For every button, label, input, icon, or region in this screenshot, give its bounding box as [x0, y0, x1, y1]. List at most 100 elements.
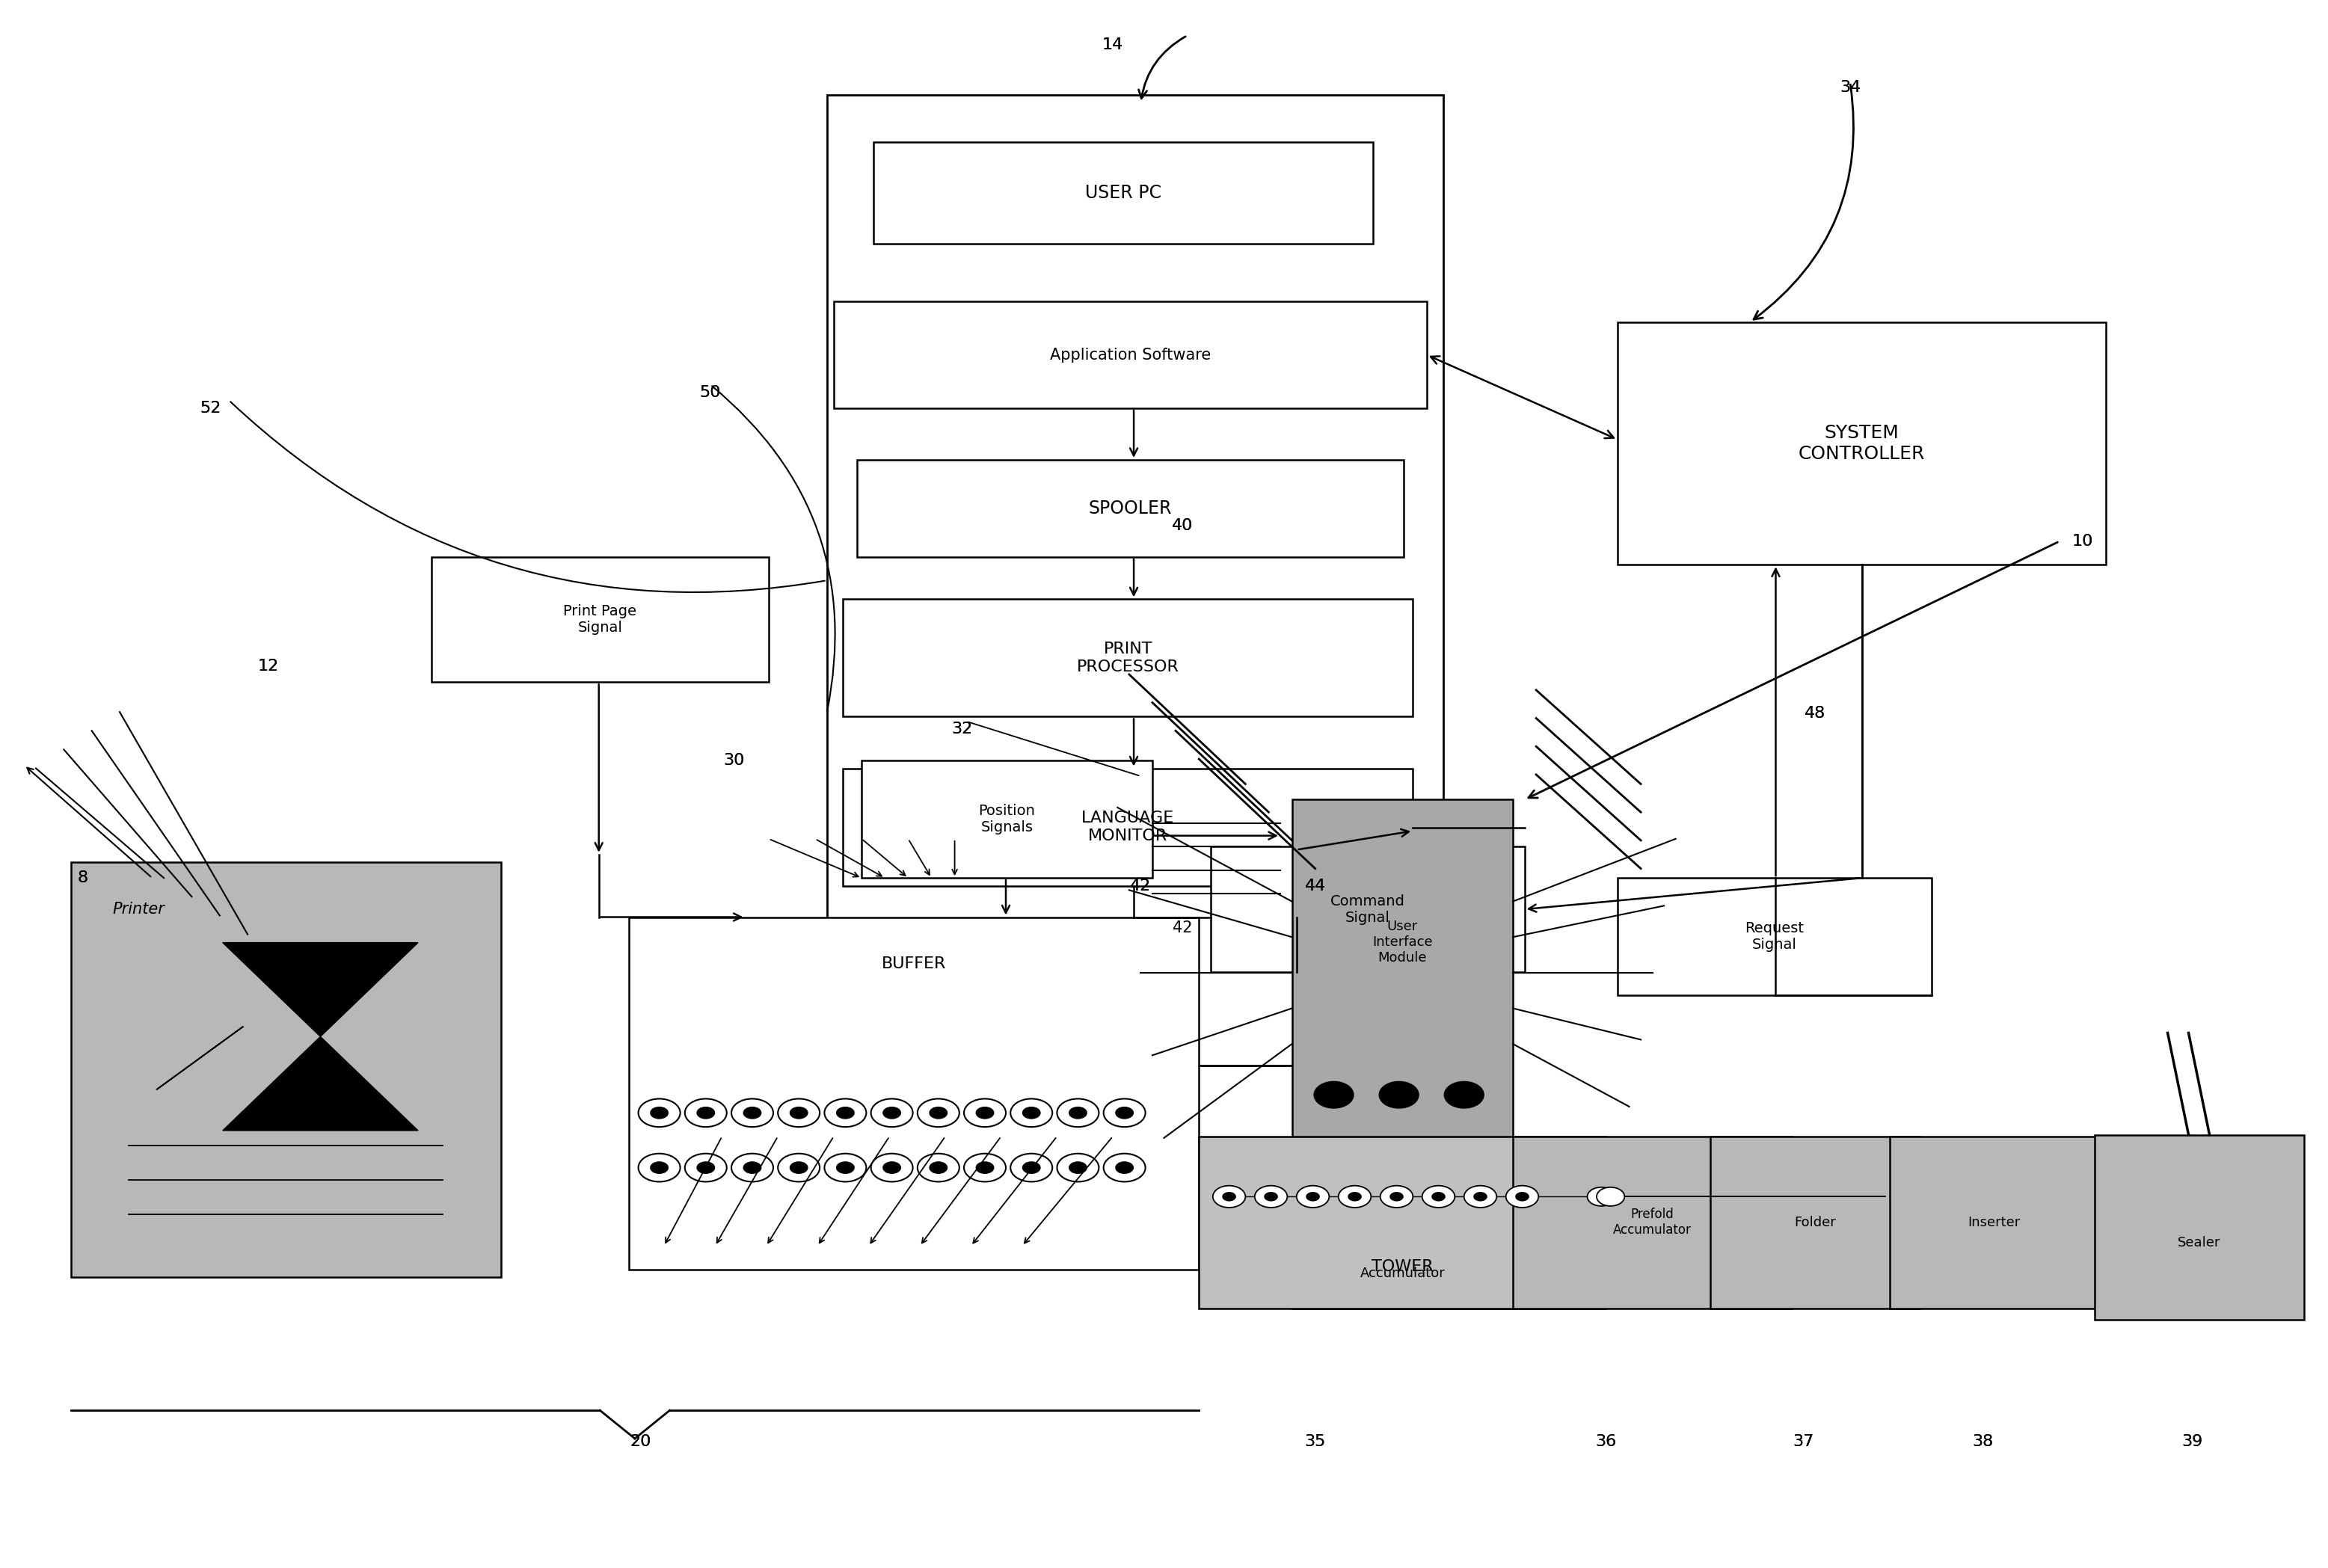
- Text: 12: 12: [258, 659, 279, 674]
- Text: 34: 34: [1839, 80, 1860, 94]
- Circle shape: [975, 1107, 994, 1120]
- Text: TOWER: TOWER: [1371, 1259, 1434, 1275]
- Text: 48: 48: [1804, 706, 1825, 721]
- Text: Inserter: Inserter: [1967, 1215, 2021, 1229]
- Circle shape: [871, 1154, 913, 1182]
- Circle shape: [824, 1099, 866, 1127]
- Text: Print Page
Signal: Print Page Signal: [563, 604, 636, 635]
- Text: Request
Signal: Request Signal: [1746, 922, 1804, 952]
- Circle shape: [1022, 1107, 1041, 1120]
- FancyBboxPatch shape: [1199, 1137, 1606, 1309]
- Circle shape: [1339, 1185, 1371, 1207]
- Circle shape: [1057, 1099, 1099, 1127]
- Text: User
Interface
Module: User Interface Module: [1371, 920, 1432, 964]
- Text: 50: 50: [701, 386, 722, 400]
- FancyBboxPatch shape: [833, 301, 1427, 408]
- FancyBboxPatch shape: [1618, 878, 1932, 996]
- FancyBboxPatch shape: [861, 760, 1152, 878]
- Text: 35: 35: [1304, 1435, 1325, 1449]
- Text: 8: 8: [77, 870, 88, 886]
- Text: 39: 39: [2181, 1435, 2202, 1449]
- Circle shape: [882, 1162, 901, 1174]
- FancyBboxPatch shape: [1292, 800, 1513, 1309]
- Text: 52: 52: [200, 401, 221, 416]
- Circle shape: [1255, 1185, 1287, 1207]
- Circle shape: [1069, 1107, 1087, 1120]
- Circle shape: [1022, 1162, 1041, 1174]
- Text: 10: 10: [2072, 533, 2093, 549]
- Circle shape: [1390, 1192, 1404, 1201]
- Text: 36: 36: [1595, 1435, 1616, 1449]
- Text: 12: 12: [258, 659, 279, 674]
- Text: 44: 44: [1304, 878, 1325, 894]
- Circle shape: [1213, 1185, 1245, 1207]
- Circle shape: [917, 1154, 959, 1182]
- Text: 42: 42: [1129, 878, 1152, 894]
- Text: SYSTEM
CONTROLLER: SYSTEM CONTROLLER: [1800, 423, 1925, 463]
- Circle shape: [1474, 1192, 1488, 1201]
- Text: 42: 42: [1173, 920, 1192, 936]
- Circle shape: [684, 1099, 726, 1127]
- Circle shape: [1378, 1082, 1418, 1109]
- Circle shape: [871, 1099, 913, 1127]
- Text: 30: 30: [724, 753, 745, 768]
- Text: 20: 20: [631, 1435, 652, 1449]
- Text: 38: 38: [1972, 1435, 1993, 1449]
- Text: 14: 14: [1101, 38, 1124, 52]
- Circle shape: [1306, 1192, 1320, 1201]
- FancyBboxPatch shape: [857, 459, 1404, 557]
- FancyBboxPatch shape: [843, 599, 1413, 717]
- Text: Sealer: Sealer: [2177, 1236, 2221, 1250]
- Circle shape: [1057, 1154, 1099, 1182]
- FancyBboxPatch shape: [431, 557, 768, 682]
- Text: 32: 32: [952, 721, 973, 737]
- Circle shape: [882, 1107, 901, 1120]
- Circle shape: [975, 1162, 994, 1174]
- Circle shape: [1381, 1185, 1413, 1207]
- Circle shape: [1348, 1192, 1362, 1201]
- Circle shape: [778, 1099, 819, 1127]
- Circle shape: [1516, 1192, 1529, 1201]
- FancyBboxPatch shape: [70, 862, 501, 1278]
- Circle shape: [964, 1099, 1006, 1127]
- Text: Position
Signals: Position Signals: [978, 804, 1036, 834]
- Circle shape: [638, 1099, 680, 1127]
- Circle shape: [836, 1162, 854, 1174]
- Circle shape: [1297, 1185, 1329, 1207]
- Circle shape: [1010, 1099, 1052, 1127]
- FancyBboxPatch shape: [1211, 847, 1525, 972]
- FancyBboxPatch shape: [1890, 1137, 2100, 1309]
- Circle shape: [1115, 1107, 1134, 1120]
- Circle shape: [1506, 1185, 1539, 1207]
- Text: Application Software: Application Software: [1050, 348, 1211, 362]
- Text: Prefold
Accumulator: Prefold Accumulator: [1613, 1207, 1692, 1237]
- Circle shape: [696, 1107, 715, 1120]
- Circle shape: [1422, 1185, 1455, 1207]
- Text: BUFFER: BUFFER: [882, 956, 945, 971]
- Text: 10: 10: [2072, 533, 2093, 549]
- Text: SPOOLER: SPOOLER: [1090, 500, 1171, 517]
- FancyBboxPatch shape: [1513, 1137, 1793, 1309]
- Circle shape: [789, 1162, 808, 1174]
- Circle shape: [1069, 1162, 1087, 1174]
- Text: 35: 35: [1304, 1435, 1325, 1449]
- Text: LANGUAGE
MONITOR: LANGUAGE MONITOR: [1083, 811, 1173, 844]
- Circle shape: [1103, 1099, 1145, 1127]
- FancyBboxPatch shape: [843, 768, 1413, 886]
- Text: 38: 38: [1972, 1435, 1993, 1449]
- Circle shape: [836, 1107, 854, 1120]
- Circle shape: [778, 1154, 819, 1182]
- Circle shape: [929, 1162, 947, 1174]
- Text: 37: 37: [1793, 1435, 1814, 1449]
- Circle shape: [1464, 1185, 1497, 1207]
- Text: Printer: Printer: [112, 902, 165, 916]
- Circle shape: [929, 1107, 947, 1120]
- Text: PRINT
PROCESSOR: PRINT PROCESSOR: [1078, 641, 1178, 674]
- Circle shape: [1313, 1082, 1353, 1109]
- FancyBboxPatch shape: [1711, 1137, 1921, 1309]
- FancyBboxPatch shape: [1618, 321, 2107, 564]
- Text: 20: 20: [631, 1435, 652, 1449]
- Circle shape: [1597, 1187, 1625, 1206]
- Text: 39: 39: [2181, 1435, 2202, 1449]
- Text: 37: 37: [1793, 1435, 1814, 1449]
